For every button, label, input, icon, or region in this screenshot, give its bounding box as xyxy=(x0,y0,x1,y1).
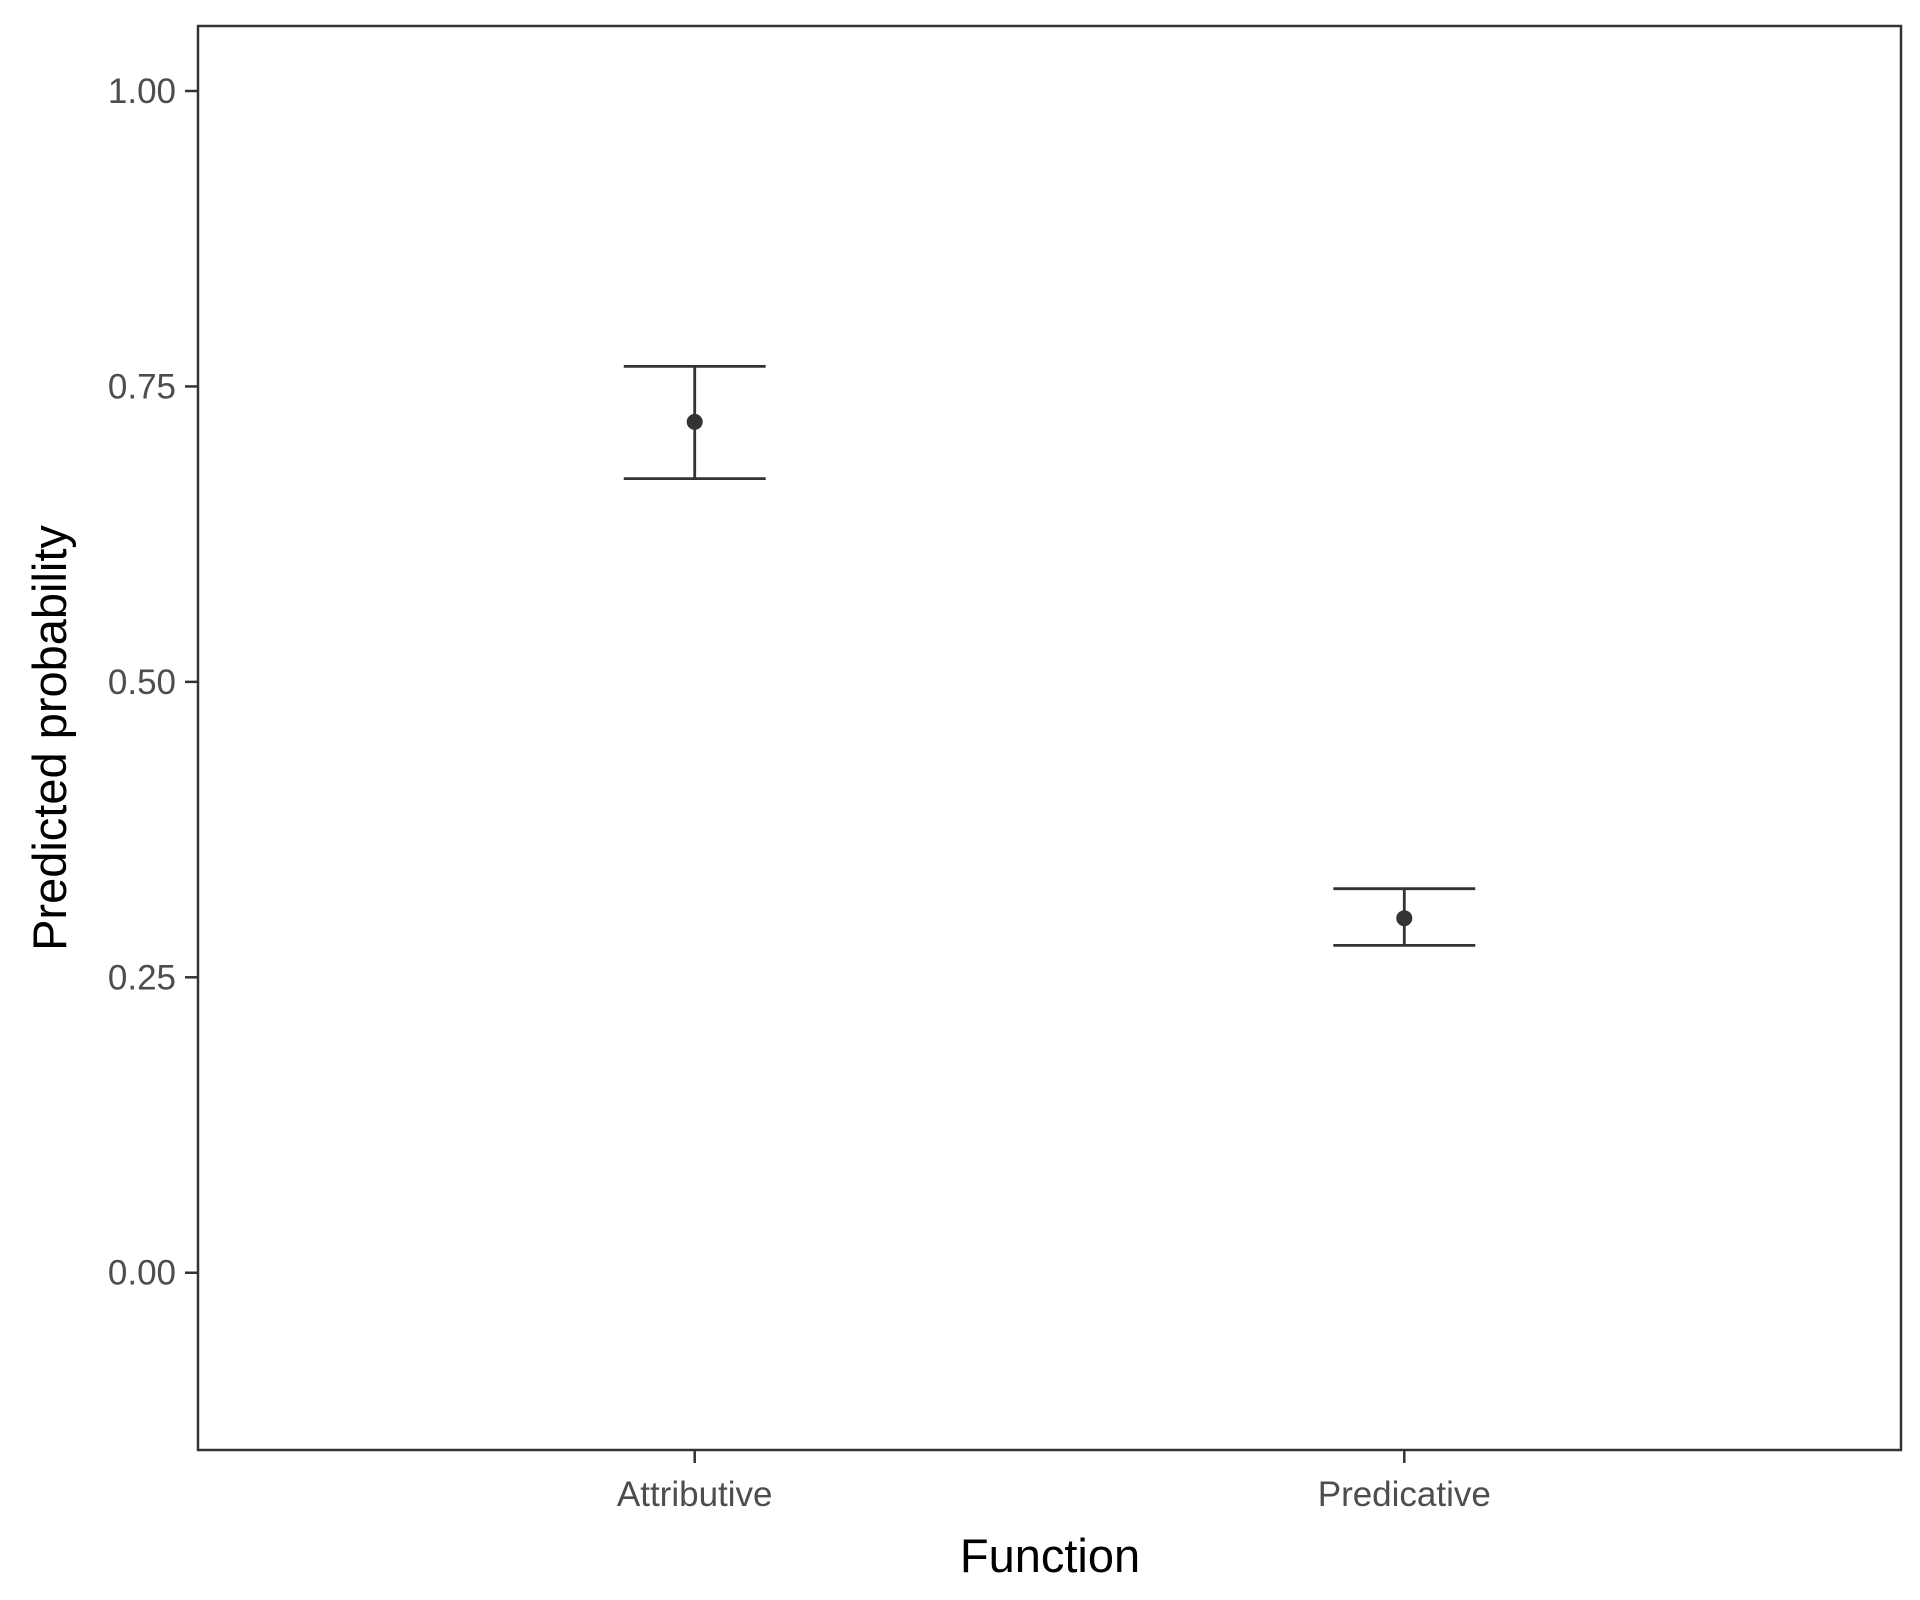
chart-marks xyxy=(623,364,1476,947)
x-axis-title: Function xyxy=(960,1529,1140,1582)
x-axis: Attributive Predicative xyxy=(617,1450,1491,1514)
y-tick-label: 0.75 xyxy=(108,367,176,406)
y-tick-label: 1.00 xyxy=(108,72,176,111)
x-tick-label: Attributive xyxy=(617,1475,773,1514)
y-axis-title: Predicted probability xyxy=(23,525,76,951)
x-tick-label: Predicative xyxy=(1318,1475,1491,1514)
y-tick-label: 0.25 xyxy=(108,958,176,997)
y-axis: 0.00 0.25 0.50 0.75 1.00 xyxy=(108,72,198,1293)
y-tick-label: 0.50 xyxy=(108,663,176,702)
errorbar-predicative xyxy=(1333,887,1476,947)
point-estimate xyxy=(1396,910,1413,927)
plot-panel xyxy=(196,24,1903,1452)
point-estimate xyxy=(686,413,703,430)
y-tick-label: 0.00 xyxy=(108,1254,176,1293)
errorbar-attributive xyxy=(623,364,766,481)
